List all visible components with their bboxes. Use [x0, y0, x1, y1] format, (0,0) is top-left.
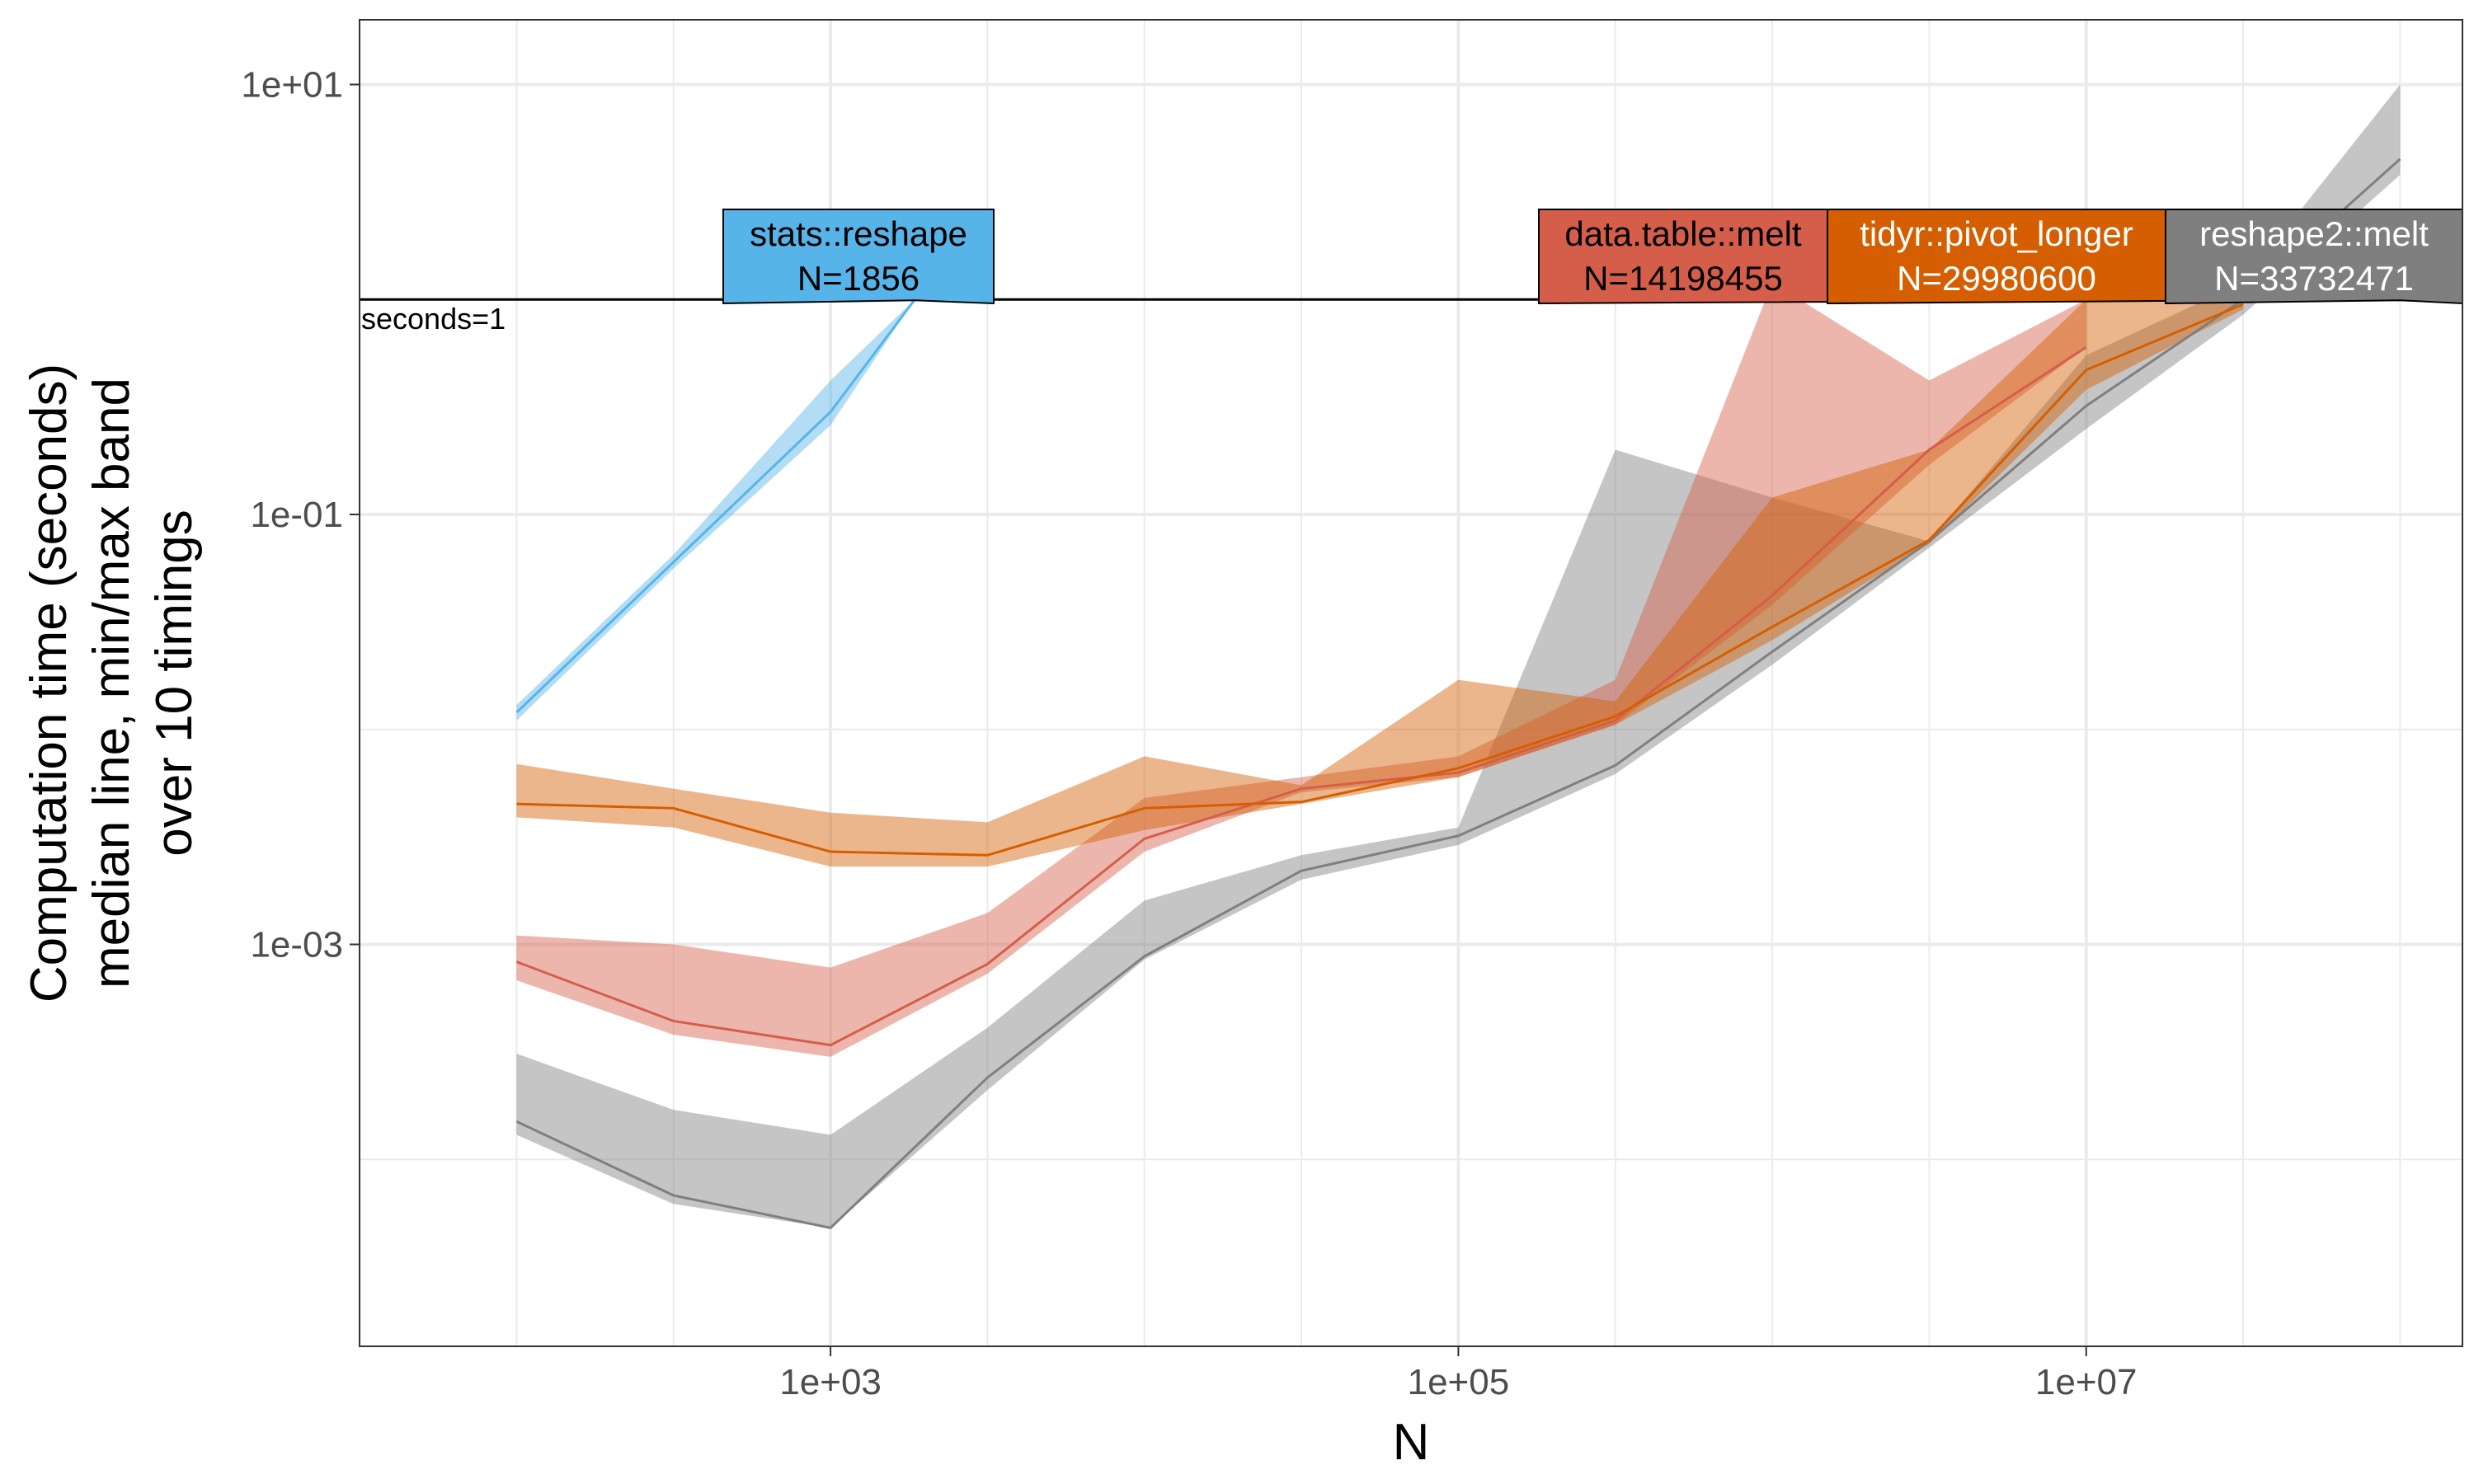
direct-label-name: stats::reshape [750, 214, 967, 253]
y-axis-title-line: over 10 timings [146, 510, 203, 856]
panel-border [359, 19, 2463, 1347]
median-line-1 [515, 345, 2087, 1047]
x-tick-label: 1e+05 [1408, 1362, 1510, 1402]
y-tick-label: 1e+01 [241, 64, 343, 105]
y-tick-label: 1e-03 [250, 924, 343, 965]
x-axis-title: N [1393, 1414, 1430, 1471]
reference-line-label: seconds=1 [361, 302, 506, 336]
direct-label-value: N=14198455 [1583, 259, 1783, 298]
median-line-3 [515, 298, 916, 714]
y-axis-title-line: median line, min/max band [83, 378, 140, 989]
y-axis-title: Computation time (seconds) median line, m… [21, 364, 203, 1003]
band-layer [516, 84, 2401, 1228]
band-2 [516, 294, 2244, 867]
y-tick-label: 1e-01 [250, 495, 343, 535]
direct-label-name: reshape2::melt [2199, 214, 2429, 253]
axis-layer: 1e+03 1e+05 1e+07 1e-03 1e-01 1e+01 [241, 64, 2137, 1402]
x-tick-label: 1e+03 [779, 1362, 882, 1402]
direct-label-box [2165, 209, 2463, 305]
direct-label-name: tidyr::pivot_longer [1860, 214, 2133, 253]
direct-label-value: N=1856 [797, 259, 920, 298]
median-line-layer [515, 157, 2401, 1229]
direct-label-value: N=29980600 [1897, 259, 2096, 298]
median-line-0 [515, 157, 2401, 1229]
band-1 [516, 282, 2086, 1057]
x-tick-label: 1e+07 [2035, 1362, 2138, 1402]
median-line-2 [516, 303, 2244, 857]
direct-label-value: N=33732471 [2214, 259, 2414, 298]
band-3 [516, 299, 915, 721]
direct-label-name: data.table::melt [1564, 214, 1802, 253]
direct-label-box [722, 209, 995, 305]
y-axis-title-line: Computation time (seconds) [21, 364, 78, 1003]
